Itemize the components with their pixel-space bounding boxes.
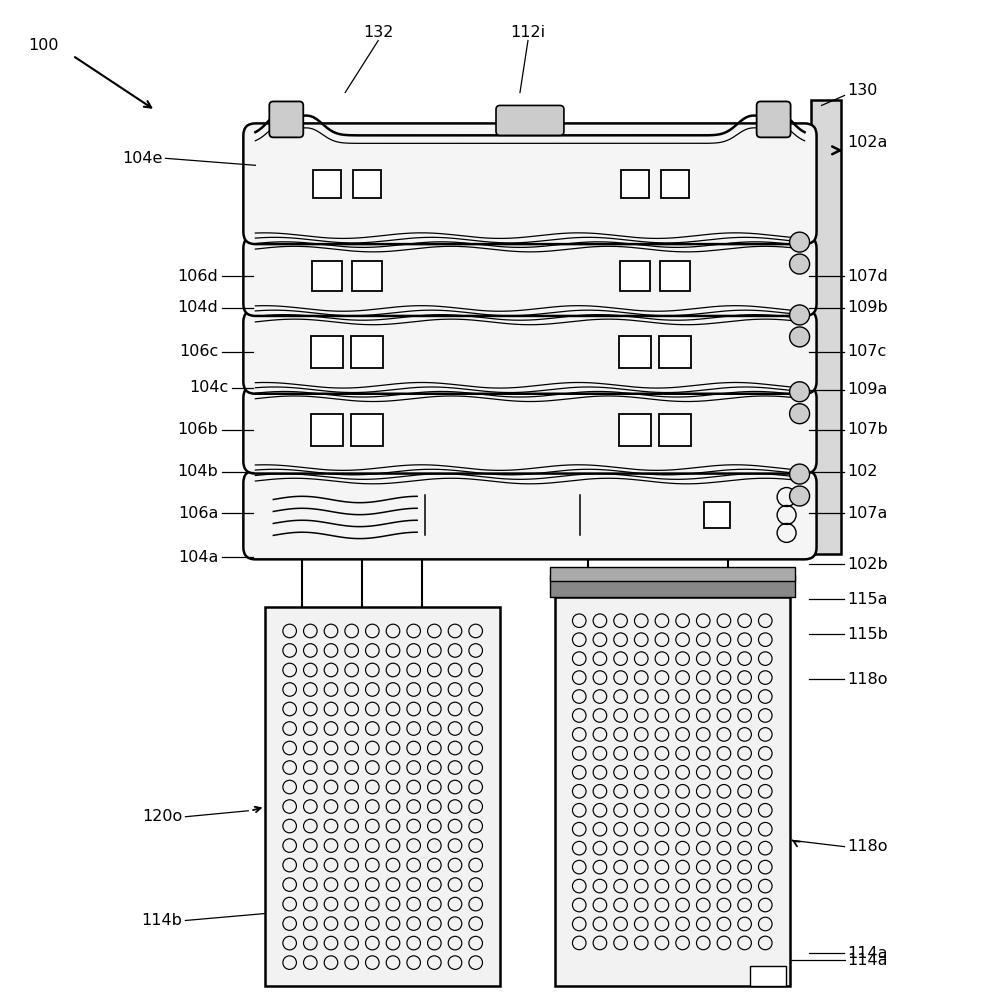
Bar <box>351 414 383 446</box>
FancyBboxPatch shape <box>243 386 817 474</box>
Text: 107d: 107d <box>848 269 888 284</box>
Text: 104e: 104e <box>122 151 162 166</box>
Circle shape <box>790 232 810 252</box>
Text: 104c: 104c <box>189 381 228 396</box>
Text: 102a: 102a <box>848 135 888 150</box>
Text: 107b: 107b <box>848 423 888 438</box>
Bar <box>750 966 786 986</box>
FancyBboxPatch shape <box>496 106 564 136</box>
Text: 118o: 118o <box>848 839 888 854</box>
Text: 104a: 104a <box>178 549 218 564</box>
Circle shape <box>790 487 810 505</box>
Bar <box>550 567 795 581</box>
Bar <box>555 597 790 986</box>
Text: 115b: 115b <box>848 626 888 641</box>
Text: 109b: 109b <box>848 301 888 316</box>
Text: 100: 100 <box>29 38 59 53</box>
Bar <box>811 101 841 554</box>
Bar <box>659 336 691 368</box>
Bar <box>313 170 341 198</box>
Text: 106c: 106c <box>179 345 218 360</box>
Bar <box>265 607 500 986</box>
FancyBboxPatch shape <box>243 471 817 559</box>
Text: 102b: 102b <box>848 556 888 571</box>
Text: 118o: 118o <box>848 671 888 686</box>
Text: 104b: 104b <box>178 465 218 480</box>
Circle shape <box>790 327 810 347</box>
Text: 114a: 114a <box>848 946 888 961</box>
Text: 106d: 106d <box>178 269 218 284</box>
Text: 107c: 107c <box>848 345 887 360</box>
FancyBboxPatch shape <box>243 236 817 316</box>
Text: 114b: 114b <box>142 913 182 928</box>
Text: 114a: 114a <box>848 953 888 968</box>
Bar <box>619 336 651 368</box>
Bar <box>311 336 343 368</box>
Text: 130: 130 <box>848 83 878 98</box>
FancyBboxPatch shape <box>269 102 303 138</box>
Text: 102: 102 <box>848 465 878 480</box>
Circle shape <box>790 254 810 274</box>
Text: 106b: 106b <box>178 423 218 438</box>
Bar <box>620 261 650 291</box>
Text: 104d: 104d <box>178 301 218 316</box>
Circle shape <box>790 305 810 325</box>
FancyBboxPatch shape <box>243 310 817 394</box>
Text: 120o: 120o <box>142 809 182 824</box>
Bar <box>704 501 730 527</box>
Circle shape <box>790 404 810 424</box>
Text: 106a: 106a <box>178 505 218 520</box>
Bar <box>353 170 381 198</box>
Bar <box>621 170 649 198</box>
Circle shape <box>790 465 810 485</box>
Bar <box>661 170 689 198</box>
Bar <box>351 336 383 368</box>
Bar <box>352 261 382 291</box>
Bar <box>660 261 690 291</box>
Bar <box>550 575 795 597</box>
Text: 115a: 115a <box>848 591 888 606</box>
Bar <box>312 261 342 291</box>
Text: 109a: 109a <box>848 383 888 398</box>
Text: 112i: 112i <box>510 25 546 40</box>
Text: 107a: 107a <box>848 505 888 520</box>
Text: 132: 132 <box>363 25 393 40</box>
FancyBboxPatch shape <box>243 124 817 244</box>
Bar <box>659 414 691 446</box>
Bar <box>311 414 343 446</box>
Bar <box>619 414 651 446</box>
Circle shape <box>790 382 810 402</box>
FancyBboxPatch shape <box>757 102 791 138</box>
